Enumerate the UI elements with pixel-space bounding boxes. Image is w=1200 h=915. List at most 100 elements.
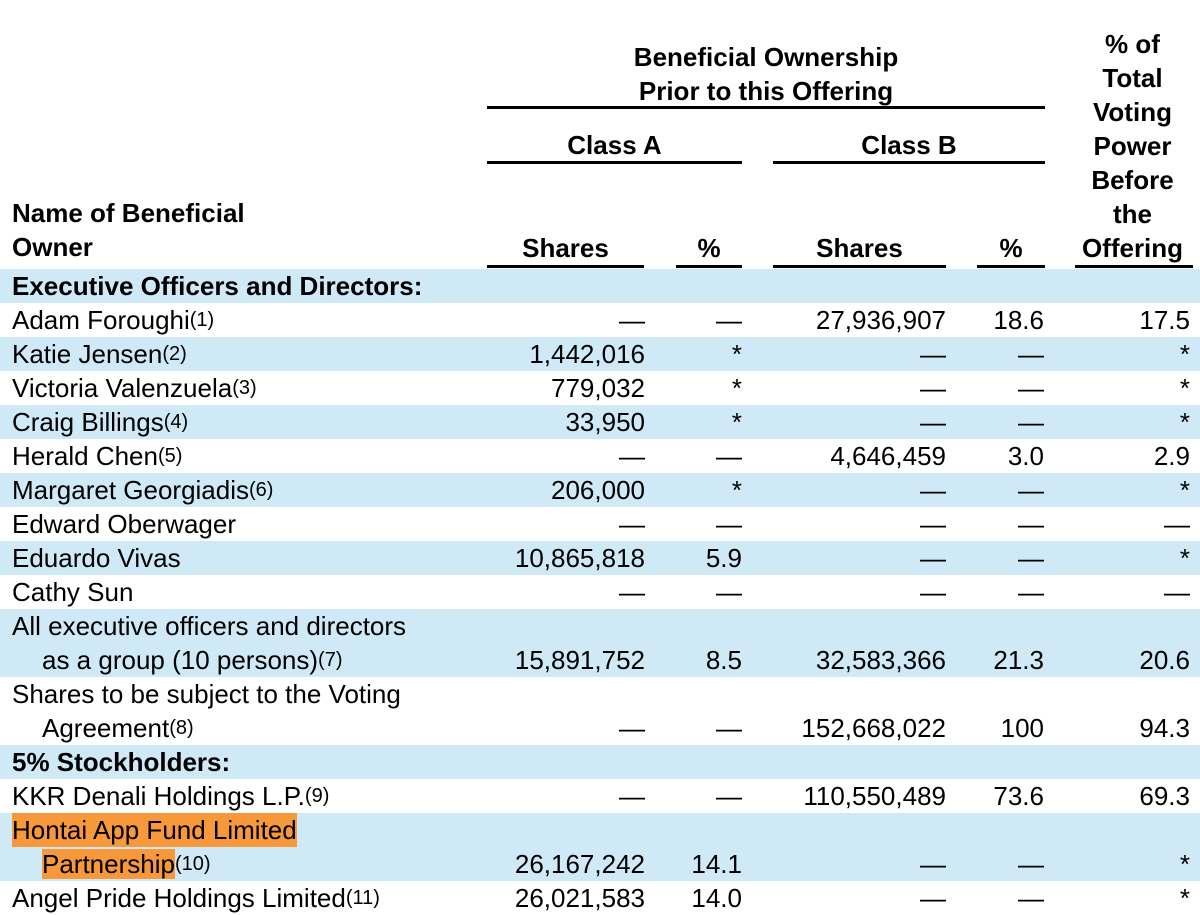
owner-name-line2: Partnership(10) xyxy=(42,847,211,881)
class-b-shares: — xyxy=(920,577,946,607)
owner-name-text: KKR Denali Holdings L.P. xyxy=(12,781,305,811)
class-a-pct: — xyxy=(716,781,742,811)
owner-name-text: Margaret Georgiadis xyxy=(12,475,249,505)
voting-power-heading: % of Total Voting Power Before the Offer… xyxy=(1070,27,1195,265)
name-heading-line1: Name of Beneficial xyxy=(12,198,245,228)
shares-b-heading: Shares xyxy=(816,233,903,263)
class-b-shares: — xyxy=(920,543,946,573)
class-b-shares: 4,646,459 xyxy=(830,441,946,471)
group-title-line1: Beneficial Ownership xyxy=(633,42,899,72)
class-a-pct: * xyxy=(731,475,742,505)
table-row: Adam Foroughi(1) — — 27,936,907 18.6 17.… xyxy=(0,303,1200,337)
footnote-ref: (11) xyxy=(345,887,380,909)
voting-power: 94.3 xyxy=(1139,713,1190,743)
class-a-shares: 1,442,016 xyxy=(529,339,645,369)
pct-b-rule xyxy=(977,265,1045,268)
class-b-pct: 3.0 xyxy=(1007,441,1044,471)
owner-name-text: Adam Foroughi xyxy=(12,305,190,335)
owner-name: KKR Denali Holdings L.P.(9) xyxy=(12,779,329,813)
group-title: Beneficial Ownership Prior to this Offer… xyxy=(487,40,1045,108)
class-a-pct: — xyxy=(716,305,742,335)
class-b-shares: — xyxy=(920,373,946,403)
owner-name-line2: as a group (10 persons)(7) xyxy=(42,643,343,677)
pct-a-heading: % xyxy=(697,233,721,263)
shares-a-rule xyxy=(487,265,644,268)
class-b-pct: — xyxy=(1018,339,1044,369)
class-b-pct: — xyxy=(1018,373,1044,403)
class-a-shares: — xyxy=(619,305,645,335)
class-b-shares: — xyxy=(920,849,946,879)
name-heading-line2: Owner xyxy=(12,232,93,262)
voting-power: * xyxy=(1179,407,1190,437)
owner-name-text: Agreement xyxy=(42,713,170,743)
table-row: Victoria Valenzuela(3) 779,032 * — — * xyxy=(0,371,1200,405)
voting-power: — xyxy=(1164,509,1190,539)
voting-heading-line: Before xyxy=(1091,165,1174,195)
owner-name: Angel Pride Holdings Limited(11) xyxy=(12,881,380,915)
section-label: Executive Officers and Directors: xyxy=(12,271,423,301)
owner-name-text: Katie Jensen xyxy=(12,339,163,369)
class-a-shares: 26,167,242 xyxy=(514,849,645,879)
owner-name: Herald Chen(5) xyxy=(12,439,182,473)
owner-name: Adam Foroughi(1) xyxy=(12,303,214,337)
table-row: Edward Oberwager — — — — — xyxy=(0,507,1200,541)
class-a-pct: 14.1 xyxy=(691,849,742,879)
class-b-pct: — xyxy=(1018,407,1044,437)
class-b-pct: 73.6 xyxy=(993,781,1044,811)
section-label: 5% Stockholders: xyxy=(12,747,231,777)
footnote-ref: (5) xyxy=(157,445,183,467)
voting-heading-line: the xyxy=(1113,199,1152,229)
owner-name-text: Cathy Sun xyxy=(12,577,134,607)
table-row: Cathy Sun — — — — — xyxy=(0,575,1200,609)
owner-name-text: Edward Oberwager xyxy=(12,509,236,539)
owner-name: Eduardo Vivas xyxy=(12,541,181,575)
table-row: Hontai App Fund Limited Partnership(10) … xyxy=(0,813,1200,881)
class-b-shares: 27,936,907 xyxy=(815,305,946,335)
class-a-pct: 5.9 xyxy=(705,543,742,573)
pct-b-heading: % xyxy=(999,233,1023,263)
owner-name-line2: Agreement(8) xyxy=(42,711,194,745)
voting-heading-line: Total xyxy=(1102,63,1163,93)
ownership-table-body: Executive Officers and Directors: Adam F… xyxy=(0,269,1200,915)
class-b-pct: 100 xyxy=(1000,713,1044,743)
class-b-shares: — xyxy=(920,509,946,539)
class-b-pct: — xyxy=(1018,509,1044,539)
footnote-ref: (6) xyxy=(249,479,274,501)
footnote-ref: (4) xyxy=(163,411,189,433)
owner-name: Edward Oberwager xyxy=(12,507,236,541)
class-a-shares: — xyxy=(619,441,645,471)
class-a-pct: — xyxy=(716,713,742,743)
table-row: Angel Pride Holdings Limited(11) 26,021,… xyxy=(0,881,1200,915)
voting-rule xyxy=(1075,265,1193,268)
voting-power: * xyxy=(1179,543,1190,573)
voting-heading-line: Offering xyxy=(1081,233,1184,263)
footnote-ref: (3) xyxy=(232,377,257,399)
class-a-shares: 26,021,583 xyxy=(514,883,645,913)
class-b-heading: Class B xyxy=(861,130,957,160)
class-a-pct: — xyxy=(716,577,742,607)
class-b-rule xyxy=(773,161,1045,164)
owner-name: Craig Billings(4) xyxy=(12,405,188,439)
voting-heading-line: Voting xyxy=(1093,97,1172,127)
voting-power: * xyxy=(1179,475,1190,505)
owner-name-text: as a group (10 persons) xyxy=(42,645,319,675)
owner-name: Cathy Sun xyxy=(12,575,133,609)
class-a-shares: — xyxy=(619,713,645,743)
class-a-pct: — xyxy=(716,509,742,539)
section-heading-stockholders: 5% Stockholders: xyxy=(0,745,1200,779)
class-b-pct: — xyxy=(1018,475,1044,505)
table-row: Shares to be subject to the Voting Agree… xyxy=(0,677,1200,745)
class-a-shares: 206,000 xyxy=(551,475,645,505)
class-b-shares: — xyxy=(920,883,946,913)
shares-a-heading: Shares xyxy=(522,233,609,263)
class-b-pct: — xyxy=(1018,883,1044,913)
voting-heading-line: Power xyxy=(1093,131,1172,161)
group-rule xyxy=(487,106,1045,109)
owner-name-text: Craig Billings xyxy=(12,407,164,437)
pct-a-rule xyxy=(676,265,742,268)
class-a-pct: — xyxy=(716,441,742,471)
footnote-ref: (1) xyxy=(189,309,215,331)
class-a-rule xyxy=(487,161,742,164)
class-a-shares: — xyxy=(619,781,645,811)
class-b-pct: 18.6 xyxy=(993,305,1044,335)
